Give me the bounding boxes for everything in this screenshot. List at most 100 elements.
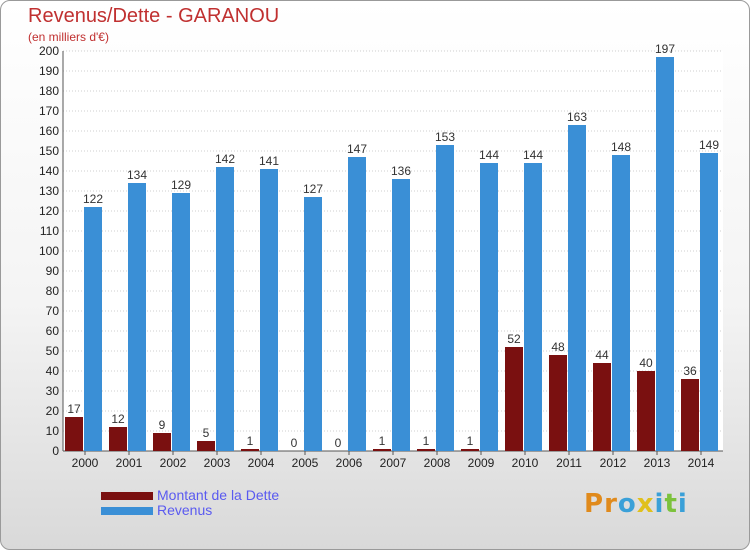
y-tick-label: 60	[46, 324, 60, 338]
bar-dette	[373, 449, 391, 451]
bar-dette	[197, 441, 215, 451]
logo-letter: t	[664, 489, 678, 519]
bar-revenus	[128, 183, 146, 451]
data-label-dette: 1	[247, 434, 254, 448]
data-label-dette: 9	[159, 418, 166, 432]
logo-letter: i	[677, 489, 688, 519]
data-label-dette: 1	[423, 434, 430, 448]
data-label-revenus: 129	[171, 178, 191, 192]
bar-dette	[593, 363, 611, 451]
data-label-dette: 0	[291, 436, 298, 450]
data-label-revenus: 142	[215, 152, 235, 166]
data-label-dette: 40	[639, 356, 653, 370]
data-label-revenus: 147	[347, 142, 367, 156]
y-tick-label: 140	[39, 164, 59, 178]
bar-revenus	[656, 57, 674, 451]
y-tick-label: 20	[46, 404, 60, 418]
x-tick-label: 2011	[556, 456, 582, 470]
y-tick-label: 40	[46, 364, 60, 378]
logo-letter: P	[584, 489, 605, 519]
bar-dette	[637, 371, 655, 451]
x-tick-label: 2001	[116, 456, 143, 470]
y-tick-label: 100	[39, 244, 59, 258]
y-tick-label: 50	[46, 344, 60, 358]
y-tick-label: 130	[39, 184, 59, 198]
bar-dette	[65, 417, 83, 451]
y-tick-label: 70	[46, 304, 60, 318]
logo-letter: r	[604, 489, 618, 519]
logo-letter: i	[654, 489, 665, 519]
y-tick-label: 160	[39, 124, 59, 138]
x-tick-label: 2013	[644, 456, 671, 470]
bar-revenus	[524, 163, 542, 451]
bar-dette	[461, 449, 479, 451]
legend-swatch-revenus	[101, 507, 153, 515]
x-tick-label: 2008	[424, 456, 451, 470]
bar-dette	[505, 347, 523, 451]
y-tick-label: 30	[46, 384, 60, 398]
bar-dette	[153, 433, 171, 451]
data-label-dette: 17	[67, 402, 81, 416]
y-tick-label: 110	[40, 224, 59, 238]
bar-revenus	[436, 145, 454, 451]
x-tick-label: 2014	[688, 456, 715, 470]
x-tick-label: 2004	[248, 456, 275, 470]
bar-dette	[549, 355, 567, 451]
logo-letter: x	[636, 489, 655, 519]
legend-label-revenus: Revenus	[157, 502, 213, 518]
data-label-dette: 5	[203, 426, 210, 440]
y-tick-label: 190	[39, 64, 59, 78]
data-label-revenus: 127	[303, 182, 323, 196]
bar-revenus	[700, 153, 718, 451]
x-tick-label: 2006	[336, 456, 363, 470]
bar-dette	[109, 427, 127, 451]
data-label-revenus: 136	[391, 164, 411, 178]
bar-dette	[241, 449, 259, 451]
y-tick-label: 10	[46, 424, 60, 438]
legend-label-dette: Montant de la Dette	[157, 487, 280, 503]
data-label-revenus: 122	[83, 192, 103, 206]
y-tick-label: 90	[46, 264, 60, 278]
x-tick-label: 2003	[204, 456, 231, 470]
data-label-revenus: 197	[655, 42, 675, 56]
data-label-revenus: 141	[259, 154, 279, 168]
bar-revenus	[172, 193, 190, 451]
bar-revenus	[216, 167, 234, 451]
data-label-revenus: 148	[611, 140, 631, 154]
data-label-dette: 0	[335, 436, 342, 450]
x-tick-label: 2007	[380, 456, 407, 470]
x-tick-label: 2000	[72, 456, 99, 470]
data-label-revenus: 144	[479, 148, 499, 162]
data-label-revenus: 149	[699, 138, 719, 152]
data-label-dette: 52	[507, 332, 521, 346]
bar-revenus	[84, 207, 102, 451]
x-tick-label: 2010	[512, 456, 539, 470]
bar-revenus	[392, 179, 410, 451]
data-label-revenus: 163	[567, 110, 587, 124]
x-tick-label: 2005	[292, 456, 319, 470]
y-tick-label: 80	[46, 284, 60, 298]
logo-letter: o	[617, 489, 637, 519]
x-tick-label: 2002	[160, 456, 187, 470]
data-label-dette: 44	[595, 348, 609, 362]
data-label-revenus: 134	[127, 168, 147, 182]
bar-dette	[417, 449, 435, 451]
bar-dette	[681, 379, 699, 451]
x-tick-label: 2009	[468, 456, 495, 470]
chart-subtitle: (en milliers d'€)	[28, 30, 109, 44]
bar-revenus	[348, 157, 366, 451]
y-tick-label: 200	[39, 44, 59, 58]
data-label-dette: 1	[379, 434, 386, 448]
data-label-dette: 12	[111, 412, 125, 426]
y-tick-label: 180	[39, 84, 59, 98]
bar-revenus	[304, 197, 322, 451]
data-label-revenus: 144	[523, 148, 543, 162]
x-tick-label: 2012	[600, 456, 627, 470]
y-tick-label: 170	[39, 104, 59, 118]
data-label-dette: 48	[551, 340, 565, 354]
y-tick-label: 120	[39, 204, 59, 218]
legend-swatch-dette	[101, 492, 153, 500]
bar-revenus	[480, 163, 498, 451]
